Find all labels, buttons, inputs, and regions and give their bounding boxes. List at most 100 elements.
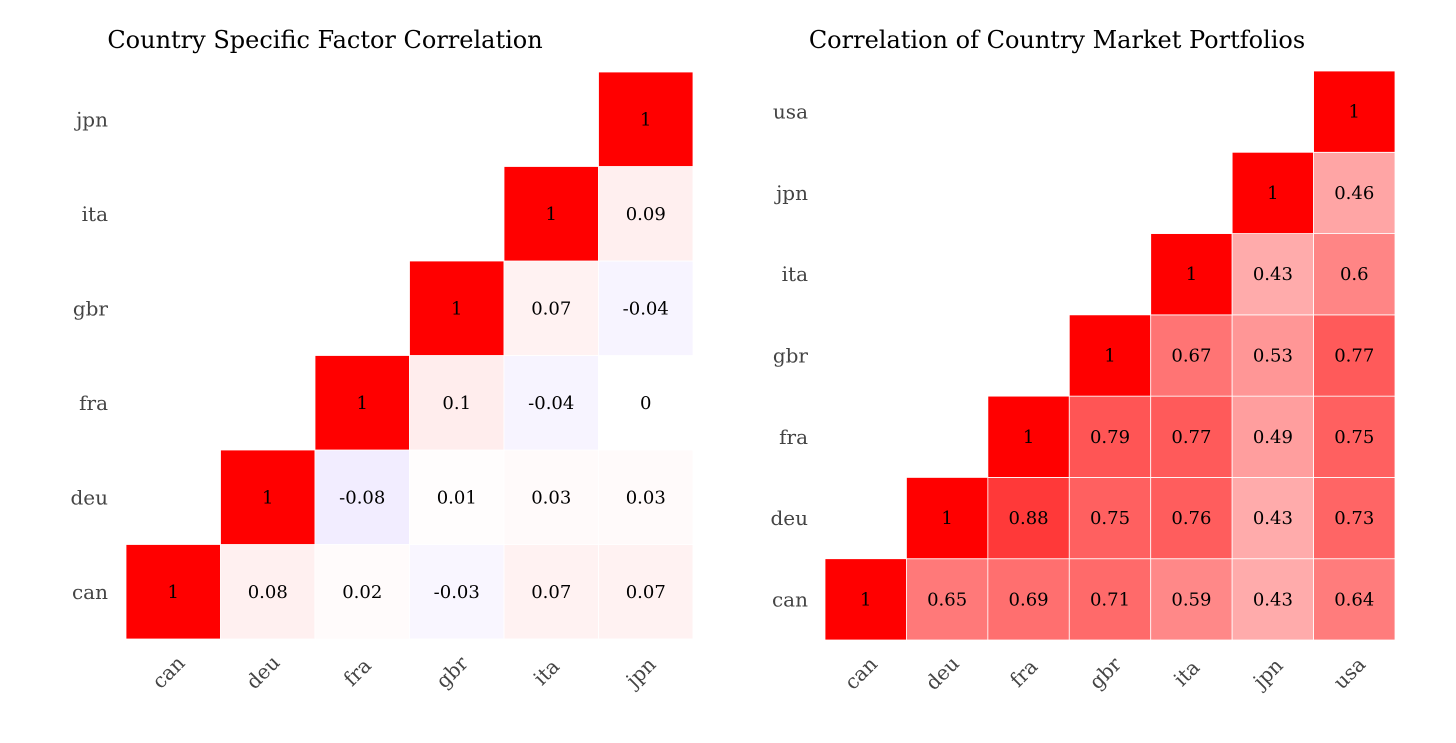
cell-value-label: 0.69 bbox=[1009, 589, 1049, 610]
heatmap-cell bbox=[598, 449, 694, 545]
heatmap-cell bbox=[1150, 314, 1233, 397]
cell-value-label: 0.77 bbox=[1171, 427, 1211, 448]
cell-value-label: 1 bbox=[1104, 346, 1115, 367]
cell-value-label: 1 bbox=[1186, 264, 1197, 285]
y-tick-label: jpn bbox=[774, 181, 808, 205]
cell-value-label: -0.08 bbox=[339, 487, 385, 508]
cell-value-label: 0.71 bbox=[1090, 589, 1130, 610]
cell-value-label: 0.07 bbox=[531, 582, 571, 603]
x-tick-label: can bbox=[147, 651, 190, 694]
x-tick-label: can bbox=[840, 652, 883, 695]
cell-value-label: 0.43 bbox=[1253, 508, 1293, 529]
cell-value-label: 0.49 bbox=[1253, 427, 1293, 448]
heatmap-cell bbox=[1313, 558, 1396, 641]
cell-value-label: 0.73 bbox=[1334, 508, 1374, 529]
cell-value-label: 0.01 bbox=[437, 487, 477, 508]
heatmap-cell bbox=[1231, 151, 1314, 234]
heatmap-cell bbox=[1313, 477, 1396, 560]
heatmap-cell bbox=[1068, 558, 1152, 641]
cell-value-label: 0.65 bbox=[927, 589, 967, 610]
cell-value-label: 1 bbox=[640, 109, 651, 130]
y-tick-label: fra bbox=[779, 425, 808, 449]
x-tick-label: fra bbox=[339, 653, 376, 690]
heatmap-cell bbox=[906, 477, 989, 560]
cell-value-label: 0.03 bbox=[531, 487, 571, 508]
heatmap-cell bbox=[598, 260, 694, 356]
cell-value-label: 0.67 bbox=[1171, 346, 1211, 367]
y-tick-label: usa bbox=[773, 100, 808, 124]
heatmap-cell bbox=[1150, 395, 1233, 478]
y-tick-label: ita bbox=[782, 262, 808, 286]
cell-value-label: 1 bbox=[941, 508, 952, 529]
heatmap-cell bbox=[503, 260, 599, 356]
cell-value-label: 0.43 bbox=[1253, 264, 1293, 285]
y-tick-label: ita bbox=[82, 202, 108, 226]
cell-value-label: 0.46 bbox=[1334, 183, 1374, 204]
cell-value-label: 0.02 bbox=[342, 582, 382, 603]
x-tick-label: gbr bbox=[431, 651, 473, 693]
cell-value-label: 0.75 bbox=[1090, 508, 1130, 529]
heatmap-cell bbox=[220, 449, 316, 545]
cell-value-label: 0.77 bbox=[1334, 346, 1374, 367]
cell-value-label: 1 bbox=[451, 298, 462, 319]
cell-value-label: 0.08 bbox=[248, 582, 288, 603]
heatmap-cell bbox=[1231, 395, 1314, 478]
heatmap-cell bbox=[598, 166, 694, 262]
x-tick-label: gbr bbox=[1084, 652, 1126, 694]
cell-value-label: 0.07 bbox=[626, 582, 666, 603]
chart-title: Country Specific Factor Correlation bbox=[107, 26, 542, 54]
heatmap-cell bbox=[1313, 151, 1396, 234]
y-tick-label: deu bbox=[70, 485, 108, 509]
heatmap-cell bbox=[1313, 233, 1396, 316]
heatmap-cell bbox=[1068, 314, 1152, 397]
cell-value-label: 0.43 bbox=[1253, 589, 1293, 610]
heatmap-cell bbox=[1231, 233, 1314, 316]
cell-value-label: 1 bbox=[1267, 183, 1278, 204]
heatmap-cell bbox=[409, 355, 505, 451]
heatmap-cell bbox=[314, 355, 410, 451]
cell-value-label: -0.03 bbox=[434, 582, 480, 603]
x-tick-label: jpn bbox=[620, 652, 661, 693]
y-tick-label: gbr bbox=[773, 344, 809, 368]
heatmap-cell bbox=[409, 544, 505, 640]
x-tick-label: ita bbox=[1169, 655, 1205, 691]
cell-value-label: 0.09 bbox=[626, 204, 666, 225]
heatmap-cell bbox=[1068, 395, 1152, 478]
heatmap-cell bbox=[824, 558, 907, 641]
cell-value-label: 1 bbox=[168, 582, 179, 603]
cell-value-label: 0.6 bbox=[1340, 264, 1369, 285]
cell-value-label: -0.04 bbox=[623, 298, 669, 319]
heatmap-cell bbox=[987, 395, 1070, 478]
chart-title: Correlation of Country Market Portfolios bbox=[809, 26, 1305, 54]
cell-value-label: 0.79 bbox=[1090, 427, 1130, 448]
x-tick-label: deu bbox=[241, 650, 285, 694]
x-tick-label: ita bbox=[528, 654, 564, 690]
x-tick-label: deu bbox=[920, 651, 964, 695]
heatmap-cell bbox=[409, 449, 505, 545]
x-tick-label: usa bbox=[1328, 652, 1370, 694]
y-tick-label: can bbox=[772, 587, 808, 611]
cell-value-label: 1 bbox=[860, 589, 871, 610]
heatmap-cell bbox=[409, 260, 505, 356]
heatmap-cell bbox=[314, 449, 410, 545]
cell-value-label: 1 bbox=[546, 204, 557, 225]
heatmap-cell bbox=[503, 449, 599, 545]
heatmap-cell bbox=[598, 544, 694, 640]
cell-value-label: 0 bbox=[640, 393, 651, 414]
cell-value-label: 0.76 bbox=[1171, 508, 1211, 529]
cell-value-label: 0.88 bbox=[1009, 508, 1049, 529]
cell-value-label: 1 bbox=[1023, 427, 1034, 448]
cell-value-label: 1 bbox=[357, 393, 368, 414]
heatmap-cell bbox=[598, 355, 694, 451]
heatmap-cell bbox=[125, 544, 221, 640]
cell-value-label: 0.59 bbox=[1171, 589, 1211, 610]
heatmap-cell bbox=[1231, 314, 1314, 397]
cell-value-label: 1 bbox=[1349, 102, 1360, 123]
heatmap-cell bbox=[503, 544, 599, 640]
x-tick-label: jpn bbox=[1247, 653, 1288, 694]
cell-value-label: 0.53 bbox=[1253, 346, 1293, 367]
heatmap-cell bbox=[906, 558, 989, 641]
y-tick-label: deu bbox=[770, 506, 808, 530]
cell-value-label: 0.03 bbox=[626, 487, 666, 508]
